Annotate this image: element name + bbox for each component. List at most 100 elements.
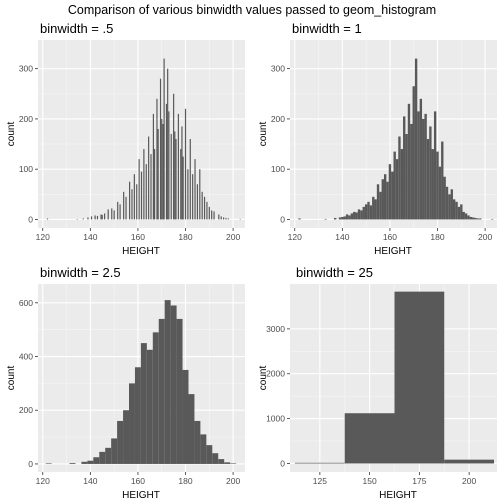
panel-3-bar (105, 447, 112, 464)
panel-1-bar (156, 98, 158, 220)
panel-2-bar (360, 210, 363, 220)
panel-3-bar (134, 367, 141, 464)
panel-3-y-tick-label: 0 (28, 459, 33, 469)
panel-1-bar (239, 218, 241, 220)
panel-2-bar (457, 206, 461, 220)
panel-1-bar (192, 174, 194, 220)
panel-2-bar (343, 216, 346, 220)
panel-1-bar (163, 58, 165, 220)
panel-3: binwidth = 2.5 count HEIGHT 120 140 160 180… (6, 265, 245, 501)
panel-2-bar (353, 211, 356, 220)
panel-2-bar (433, 111, 437, 220)
panel-1-bar (152, 113, 154, 220)
panel-1-x-tick-label: 200 (226, 232, 240, 242)
panel-2-x-tick-label: 200 (478, 232, 492, 242)
panel-4-ylabel: count (258, 366, 269, 391)
panel-1: binwidth = .5 count HEIGHT 120 140 160 180 2… (6, 21, 245, 257)
panel-1-x-tick-label: 160 (131, 232, 145, 242)
panel-1-bar (162, 123, 164, 220)
panel-3-y-tick-label: 400 (19, 352, 33, 362)
panel-1-bar (175, 139, 177, 220)
panel-2-bar (355, 212, 358, 220)
panel-1-bar (220, 216, 222, 220)
panel-1-x-tick-label: 180 (178, 232, 192, 242)
panel-3-bar (129, 383, 135, 464)
panel-4-xlabel: HEIGHT (379, 490, 417, 501)
panel-1-bar (138, 159, 140, 220)
panel-2-bar (341, 216, 344, 220)
panel-2-bar (400, 149, 404, 220)
panel-2-bar (422, 118, 425, 220)
panel-1-bar (87, 217, 89, 220)
panel-1-y-tick-label: 0 (28, 214, 33, 224)
panel-3-x-tick-label: 200 (226, 476, 240, 486)
panel-2-bar (350, 213, 354, 220)
panel-3-x-tick-label: 180 (178, 476, 192, 486)
panel-4-y-tick-label: 2000 (266, 369, 285, 379)
panel-2-y-tick-label: 0 (280, 214, 285, 224)
panel-2-bar (386, 181, 389, 220)
panel-2-bar (367, 201, 370, 220)
panel-2-bar (460, 204, 463, 220)
panel-3-bar (176, 318, 183, 464)
panel-1-bar (177, 113, 179, 220)
panel-1-bar (131, 189, 133, 220)
panel-3-bar (69, 463, 76, 464)
panel-2-bar (462, 211, 465, 220)
panel-2-y-tick-label: 200 (271, 114, 285, 124)
panel-2-bar (452, 199, 456, 220)
panel-1-bar (104, 213, 106, 220)
panel-1-bar (157, 128, 159, 220)
panel-2-bar (491, 218, 494, 220)
panel-1-bar (148, 136, 150, 220)
panel-2-bar (403, 116, 406, 220)
panel-2-bar (383, 174, 387, 220)
panel-2-bar (450, 189, 453, 220)
panel-2-bar (410, 123, 413, 220)
panel-3-bar (194, 420, 201, 464)
panel-4-x-tick-label: 125 (313, 476, 327, 486)
panel-1-bar (107, 209, 109, 220)
panel-2-bar (469, 216, 473, 220)
panel-3-bar (111, 438, 118, 464)
panel-1-bar (174, 131, 176, 220)
panel-2-bar (445, 186, 449, 220)
panel-1-bar (194, 159, 196, 220)
panel-1-bar (133, 174, 135, 220)
panel-3-bar (200, 434, 207, 464)
panel-3-bar (188, 394, 195, 464)
panel-3-bar (158, 318, 165, 464)
panel-2-x-tick-label: 160 (383, 232, 397, 242)
panel-3-bar (212, 453, 219, 464)
panel-2-bar (369, 205, 373, 220)
panel-2-bar (345, 214, 349, 220)
panel-1-bar (129, 181, 131, 220)
panel-1-bar (213, 211, 215, 220)
panel-1-bar (184, 108, 187, 220)
panel-1-bar (113, 210, 115, 220)
panel-3-bar (170, 305, 177, 464)
panel-2-bar (376, 184, 380, 220)
panel-1-ylabel: count (6, 122, 17, 147)
panel-2-bar (448, 194, 451, 220)
panel-1-subtitle: binwidth = .5 (40, 21, 113, 36)
panel-3-bar (87, 460, 94, 464)
panel-1-bar (225, 217, 227, 220)
panel-1-bar (140, 171, 143, 220)
panel-2-bar (476, 218, 480, 220)
panel-1-bar (168, 111, 170, 220)
panel-3-bar (123, 410, 130, 464)
panel-1-y-tick-label: 300 (19, 64, 33, 74)
panel-3-x-tick-label: 160 (131, 476, 145, 486)
panel-3-x-tick-label: 140 (83, 476, 97, 486)
panel-2-bar (364, 204, 368, 220)
panel-2-bar (417, 111, 420, 220)
panel-4-bar (394, 291, 445, 464)
panel-1-y-tick-label: 100 (19, 164, 33, 174)
panel-2-bar (441, 141, 444, 220)
panel-4-bar (294, 462, 345, 464)
panel-2-bar (479, 218, 482, 220)
panel-3-bar (218, 459, 225, 464)
panel-1-bar (203, 196, 206, 220)
panel-2-xlabel: HEIGHT (374, 246, 412, 257)
